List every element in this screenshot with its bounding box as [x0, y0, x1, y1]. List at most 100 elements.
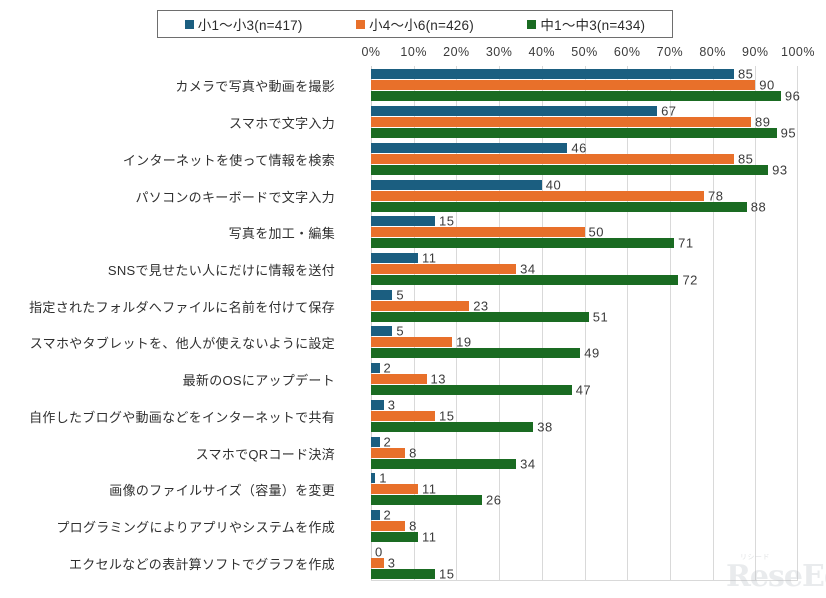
gridline-40: [541, 66, 543, 580]
bar-series-1[interactable]: 5: [371, 324, 798, 339]
bar[interactable]: [371, 227, 585, 238]
bar-series-2[interactable]: 8: [371, 445, 798, 460]
bar[interactable]: [371, 238, 675, 249]
gridline-60: [627, 66, 629, 580]
bar-series-3[interactable]: 88: [371, 199, 798, 214]
bar-series-3[interactable]: 26: [371, 493, 798, 508]
bar[interactable]: [371, 458, 517, 469]
bar-series-2[interactable]: 50: [371, 225, 798, 240]
bar[interactable]: [371, 216, 436, 227]
bar[interactable]: [371, 484, 418, 495]
bar[interactable]: [371, 421, 534, 432]
bar[interactable]: [371, 348, 581, 359]
legend-item-2[interactable]: 小4〜小6(n=426): [356, 14, 474, 34]
bar-series-1[interactable]: 5: [371, 287, 798, 302]
bar-series-1[interactable]: 67: [371, 104, 798, 119]
bar[interactable]: [371, 410, 436, 421]
bar-series-3[interactable]: 93: [371, 162, 798, 178]
bar[interactable]: [371, 80, 756, 91]
bar-series-3[interactable]: 47: [371, 383, 798, 398]
bar-series-2[interactable]: 8: [371, 518, 798, 534]
bar-value-label: 96: [784, 88, 801, 104]
bar[interactable]: [371, 69, 734, 80]
bar-group: インターネットを使って情報を検索 46 85 93: [123, 140, 798, 178]
bar[interactable]: [371, 201, 747, 212]
legend-item-3[interactable]: 中1〜中3(n=434): [527, 14, 645, 34]
bar-series-1[interactable]: 2: [371, 361, 798, 376]
bar-series-1[interactable]: 40: [371, 177, 798, 192]
bar[interactable]: [371, 142, 568, 153]
bar-value-label: 34: [520, 261, 536, 277]
bar-series-3[interactable]: 49: [371, 345, 798, 361]
bar[interactable]: [371, 289, 393, 300]
bar-series-2[interactable]: 85: [371, 151, 798, 166]
bar[interactable]: [371, 300, 470, 311]
bar-series-3[interactable]: 11: [371, 529, 798, 544]
bar-series-2[interactable]: 78: [371, 188, 798, 203]
x-axis-tick-30: 30%: [485, 45, 513, 59]
bar-series-1[interactable]: 3: [371, 397, 798, 412]
bar-series-2[interactable]: 34: [371, 261, 798, 277]
bar-value-label: 15: [439, 566, 455, 582]
bar-series-1[interactable]: 15: [371, 214, 798, 229]
bar-series-2[interactable]: 89: [371, 115, 798, 130]
bar[interactable]: [371, 495, 483, 506]
bar-series-1[interactable]: 11: [371, 250, 798, 265]
legend-item-1[interactable]: 小1〜小3(n=417): [184, 14, 303, 34]
bar-series-3[interactable]: 15: [371, 566, 798, 582]
bar[interactable]: [371, 385, 572, 396]
bar[interactable]: [371, 153, 734, 164]
category-label: スマホでQRコード決済: [195, 446, 335, 462]
bar-series-2[interactable]: 11: [371, 482, 798, 497]
bar[interactable]: [371, 363, 380, 374]
bar-series-3[interactable]: 72: [371, 272, 798, 287]
bar-series-2[interactable]: 23: [371, 298, 798, 313]
bar[interactable]: [371, 520, 406, 531]
bar[interactable]: [371, 252, 418, 263]
bar-series-3[interactable]: 34: [371, 456, 798, 471]
bar-series-2[interactable]: 3: [371, 555, 798, 570]
bar-series-1[interactable]: 2: [371, 434, 798, 449]
bar[interactable]: [371, 117, 752, 128]
bar-value-label: 49: [584, 345, 600, 361]
bar-series-1[interactable]: 2: [371, 507, 798, 522]
bar-series-3[interactable]: 95: [371, 126, 798, 141]
bar[interactable]: [371, 274, 679, 285]
bar[interactable]: [371, 311, 589, 322]
bar-value-label: 93: [772, 162, 788, 178]
bar-series-2[interactable]: 15: [371, 408, 798, 423]
bar[interactable]: [371, 128, 777, 139]
bar[interactable]: [371, 164, 769, 175]
bar-series-3[interactable]: 38: [371, 419, 798, 434]
bar[interactable]: [371, 190, 705, 201]
bar-series-2[interactable]: 90: [371, 78, 798, 93]
bar[interactable]: [371, 436, 380, 447]
bar[interactable]: [371, 106, 658, 117]
bar-value-label: 13: [430, 371, 446, 387]
bar[interactable]: [371, 337, 453, 348]
bar[interactable]: [371, 568, 436, 579]
bar[interactable]: [371, 557, 384, 568]
bar-series-1[interactable]: 85: [371, 67, 798, 82]
bar-value-label: 8: [409, 518, 417, 534]
bar-series-3[interactable]: 96: [371, 88, 801, 104]
bar[interactable]: [371, 509, 380, 520]
bar-series-2[interactable]: 13: [371, 371, 798, 387]
bar-series-1[interactable]: 0: [371, 544, 798, 559]
bar[interactable]: [371, 447, 406, 458]
bar[interactable]: [371, 473, 376, 484]
category-label: パソコンのキーボードで文字入力: [135, 189, 335, 205]
bar[interactable]: [371, 263, 517, 274]
bar[interactable]: [371, 399, 384, 410]
bar-series-3[interactable]: 71: [371, 236, 798, 251]
bar-series-3[interactable]: 51: [371, 309, 798, 324]
bar-series-1[interactable]: 1: [371, 471, 798, 486]
bar-series-2[interactable]: 19: [371, 335, 798, 350]
bar[interactable]: [371, 374, 427, 385]
bar[interactable]: [371, 531, 418, 542]
bar[interactable]: [371, 91, 781, 102]
bar[interactable]: [371, 326, 393, 337]
bar-series-1[interactable]: 46: [371, 140, 798, 155]
chart-legend: 小1〜小3(n=417) 小4〜小6(n=426) 中1〜中3(n=434): [157, 10, 673, 38]
bar[interactable]: [371, 179, 542, 190]
